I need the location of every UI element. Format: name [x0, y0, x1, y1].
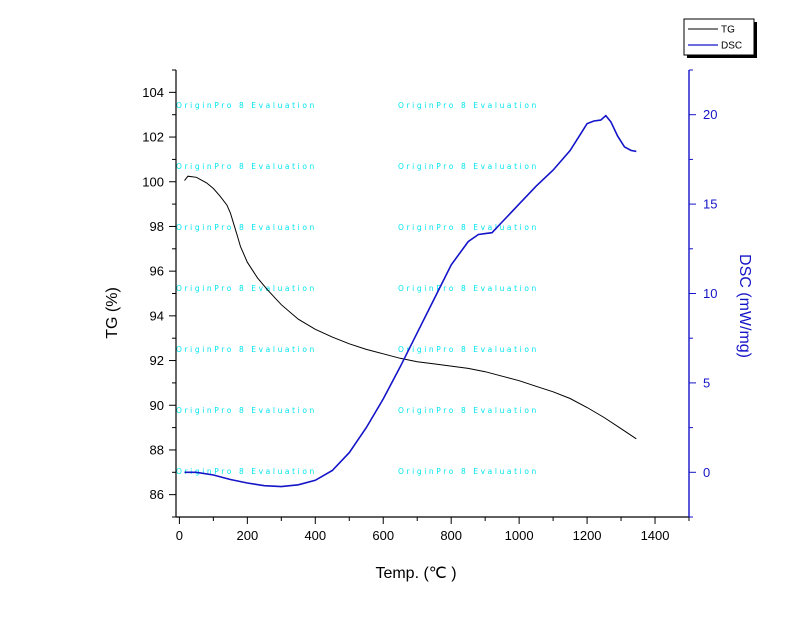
watermark-text: OriginPro 8 Evaluation — [176, 162, 317, 171]
legend-box — [683, 18, 755, 56]
legend: TG DSC — [683, 18, 757, 58]
right-tick-label: 10 — [703, 286, 717, 301]
watermark-text: OriginPro 8 Evaluation — [398, 284, 539, 293]
left-tick-label: 102 — [142, 130, 164, 145]
left-tick-label: 88 — [150, 442, 164, 457]
x-tick-label: 0 — [176, 528, 183, 543]
watermark-text: OriginPro 8 Evaluation — [398, 101, 539, 110]
watermark-text: OriginPro 8 Evaluation — [176, 284, 317, 293]
watermark-text: OriginPro 8 Evaluation — [398, 223, 539, 232]
x-axis-ticks: 0 200 400 600 800 1000 1200 1400 — [176, 517, 690, 543]
x-tick-label: 600 — [372, 528, 394, 543]
watermark-text: OriginPro 8 Evaluation — [176, 467, 317, 476]
right-tick-label: 20 — [703, 107, 717, 122]
left-axis-title: TG (%) — [104, 287, 121, 339]
x-tick-label: 400 — [304, 528, 326, 543]
legend-label-tg: TG — [721, 25, 735, 36]
watermark-layer: OriginPro 8 Evaluation OriginPro 8 Evalua… — [176, 101, 539, 476]
left-tick-label: 94 — [150, 308, 164, 323]
x-tick-label: 1400 — [641, 528, 670, 543]
watermark-text: OriginPro 8 Evaluation — [398, 406, 539, 415]
x-axis-title: Temp. (℃ ) — [375, 565, 456, 582]
legend-label-dsc: DSC — [721, 41, 742, 52]
left-tick-label: 92 — [150, 353, 164, 368]
right-tick-label: 5 — [703, 375, 710, 390]
watermark-text: OriginPro 8 Evaluation — [176, 223, 317, 232]
watermark-text: OriginPro 8 Evaluation — [176, 345, 317, 354]
left-tick-label: 98 — [150, 219, 164, 234]
x-tick-label: 800 — [440, 528, 462, 543]
x-tick-label: 200 — [236, 528, 258, 543]
left-tick-label: 90 — [150, 398, 164, 413]
series-line-dsc — [184, 114, 637, 488]
watermark-text: OriginPro 8 Evaluation — [398, 162, 539, 171]
x-tick-label: 1200 — [573, 528, 602, 543]
left-tick-label: 86 — [150, 487, 164, 502]
right-tick-label: 15 — [703, 197, 717, 212]
watermark-text: OriginPro 8 Evaluation — [176, 406, 317, 415]
right-tick-label: 0 — [703, 465, 710, 480]
left-tick-label: 104 — [142, 85, 164, 100]
left-axis-ticks: 86 88 90 92 94 96 98 100 102 104 — [142, 69, 176, 518]
series-line-tg — [184, 175, 637, 440]
watermark-text: OriginPro 8 Evaluation — [398, 467, 539, 476]
left-tick-label: 100 — [142, 174, 164, 189]
watermark-text: OriginPro 8 Evaluation — [398, 345, 539, 354]
watermark-text: OriginPro 8 Evaluation — [176, 101, 317, 110]
left-tick-label: 96 — [150, 264, 164, 279]
right-axis-title: DSC (mW/mg) — [736, 254, 753, 358]
x-tick-label: 1000 — [505, 528, 534, 543]
